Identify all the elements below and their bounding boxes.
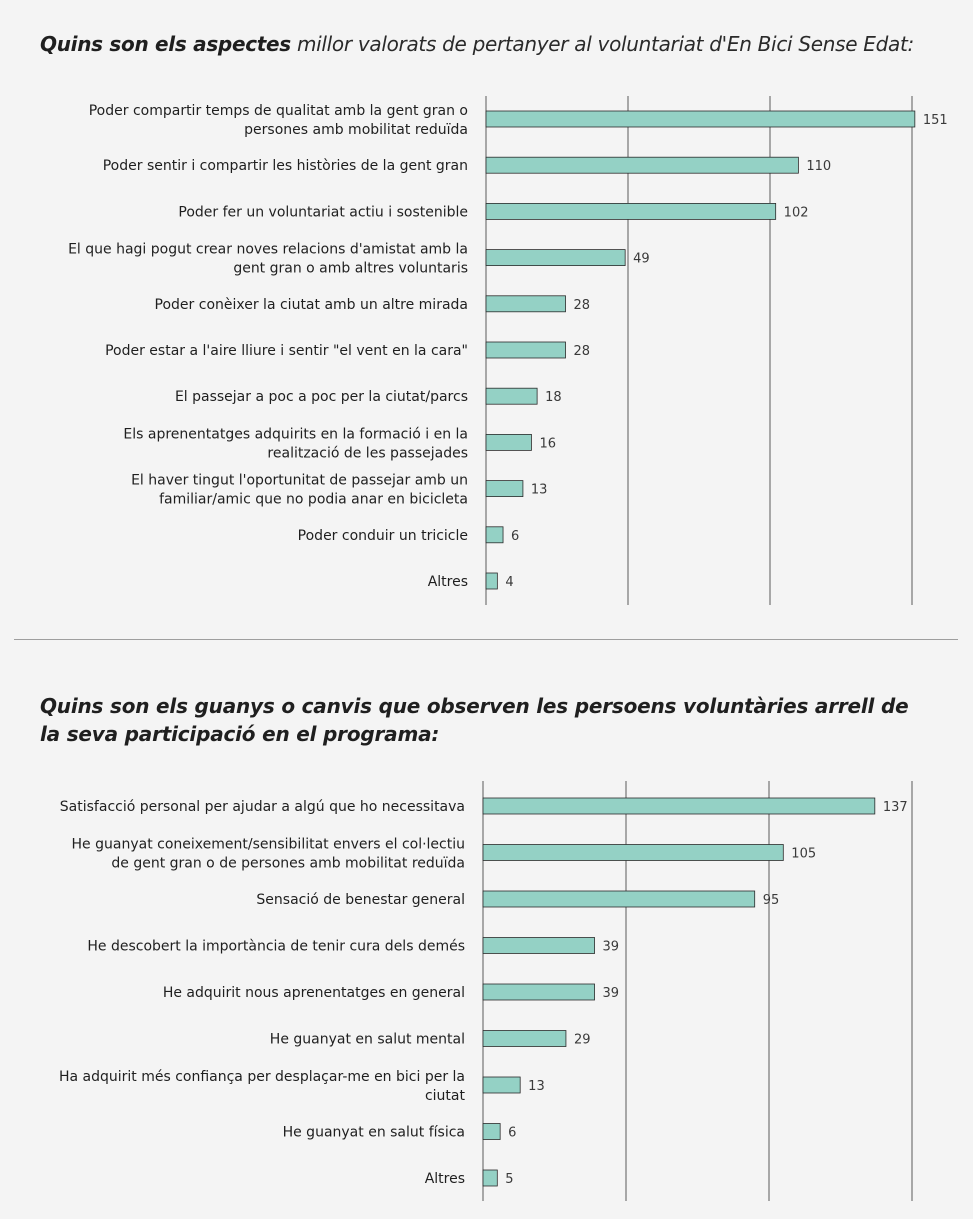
chart-2-category-label-6-line-0: Ha adquirit més confiança per desplaçar-… — [59, 1069, 465, 1085]
chart-1-bar-3 — [485, 249, 626, 267]
chart-2-category-label-0: Satisfacció personal per ajudar a algú q… — [60, 799, 465, 815]
chart-1-bar-0 — [485, 110, 916, 128]
chart-1-value-label-6: 18 — [545, 390, 562, 405]
chart-1-category-label-0-line-0: Poder compartir temps de qualitat amb la… — [89, 103, 468, 119]
chart-2-value-label-7: 6 — [508, 1126, 516, 1141]
chart-2-category-label-7: He guanyat en salut física — [283, 1125, 465, 1141]
chart-2-bar-8 — [482, 1169, 498, 1187]
chart-1-bar-4 — [485, 295, 566, 313]
chart-1-category-label-1: Poder sentir i compartir les històries d… — [103, 158, 468, 174]
chart-2-bar-5 — [482, 1030, 567, 1047]
chart-2-category-label-5: He guanyat en salut mental — [270, 1032, 465, 1048]
chart-2-bar-2 — [482, 890, 756, 908]
chart-1-value-label-0: 151 — [923, 113, 948, 128]
aspects-bar-chart: 151 Poder compartir temps de qualitat amb… — [68, 96, 948, 605]
chart-1-bar-7 — [485, 433, 532, 451]
chart-1-category-label-2: Poder fer un voluntariat actiu i sosteni… — [178, 204, 468, 220]
chart-1-title: Quins son els aspectes millor valorats d… — [40, 30, 940, 58]
chart-2-value-label-1: 105 — [791, 847, 816, 862]
chart-1-category-label-5: Poder estar a l'aire lliure i sentir "el… — [105, 343, 468, 359]
chart-2-title: Quins son els guanys o canvis que observ… — [40, 694, 909, 746]
section-divider — [14, 639, 958, 640]
chart-2-bar-6 — [482, 1076, 521, 1094]
chart-1-category-label-7-line-1: realització de les passejades — [267, 445, 468, 461]
chart-2-category-label-1-line-0: He guanyat coneixement/sensibilitat enve… — [72, 837, 465, 853]
chart-1-bar-8 — [485, 480, 524, 498]
chart-2-bar-3 — [482, 937, 595, 954]
chart-1-value-label-3: 49 — [633, 252, 650, 267]
chart-1-bar-2 — [485, 203, 777, 220]
chart-2-category-label-1-line-1: de gent gran o de persones amb mobilitat… — [111, 856, 465, 872]
chart-2-value-label-0: 137 — [883, 800, 908, 815]
chart-1-value-label-7: 16 — [539, 436, 556, 451]
chart-2-value-label-2: 95 — [763, 893, 780, 908]
chart-2-category-label-3: He descobert la importància de tenir cur… — [87, 939, 465, 955]
chart-2-category-label-6-line-1: ciutat — [425, 1088, 466, 1104]
chart-2-category-label-4: He adquirit nous aprenentatges en genera… — [163, 985, 465, 1001]
chart-1-value-label-10: 4 — [505, 575, 513, 590]
chart-1-category-label-9: Poder conduir un tricicle — [298, 528, 468, 544]
chart-1-category-label-8-line-0: El haver tingut l'oportunitat de passeja… — [131, 473, 468, 489]
chart-1-bar-9 — [485, 526, 504, 544]
chart-2-value-label-4: 39 — [603, 986, 620, 1001]
chart-1-title-rest: millor valorats de pertanyer al voluntar… — [290, 32, 914, 56]
chart-1-bar-6 — [485, 387, 538, 405]
chart-2-bar-0 — [482, 797, 876, 815]
chart-1-value-label-2: 102 — [784, 205, 809, 220]
chart-1-value-label-9: 6 — [511, 529, 519, 544]
chart-1-category-label-4: Poder conèixer la ciutat amb un altre mi… — [155, 297, 468, 313]
chart-1-bar-10 — [485, 572, 498, 590]
chart-1-value-label-5: 28 — [574, 344, 591, 359]
chart-2-bar-7 — [482, 1123, 501, 1140]
gains-bar-chart: 137 Satisfacció personal per ajudar a alg… — [59, 781, 913, 1201]
chart-1-bar-5 — [485, 341, 566, 359]
chart-1-value-label-8: 13 — [531, 483, 548, 498]
chart-2-category-label-2: Sensació de benestar general — [256, 892, 465, 908]
chart-1-bar-1 — [485, 156, 799, 174]
chart-1-value-label-1: 110 — [806, 159, 831, 174]
chart-1-category-label-3-line-1: gent gran o amb altres voluntaris — [233, 261, 468, 277]
chart-2-bar-4 — [482, 983, 595, 1001]
chart-2-value-label-5: 29 — [574, 1033, 591, 1048]
chart-1-category-label-3-line-0: El que hagi pogut crear noves relacions … — [68, 242, 468, 258]
chart-1-category-label-6: El passejar a poc a poc per la ciutat/pa… — [175, 389, 468, 405]
chart-2-value-label-6: 13 — [528, 1079, 545, 1094]
chart-1-category-label-10: Altres — [428, 574, 468, 590]
chart-2-value-label-8: 5 — [505, 1172, 513, 1187]
chart-1-category-label-8-line-1: familiar/amic que no podia anar en bicic… — [159, 492, 468, 508]
chart-1-category-label-7-line-0: Els aprenentatges adquirits en la formac… — [123, 426, 468, 442]
chart-2-category-label-8: Altres — [425, 1171, 465, 1187]
chart-2-bar-1 — [482, 844, 784, 861]
chart-1-title-bold: Quins son els aspectes — [40, 32, 291, 56]
chart-1-value-label-4: 28 — [574, 298, 591, 313]
chart-2-value-label-3: 39 — [603, 940, 620, 955]
chart-1-category-label-0-line-1: persones amb mobilitat reduïda — [244, 122, 468, 138]
